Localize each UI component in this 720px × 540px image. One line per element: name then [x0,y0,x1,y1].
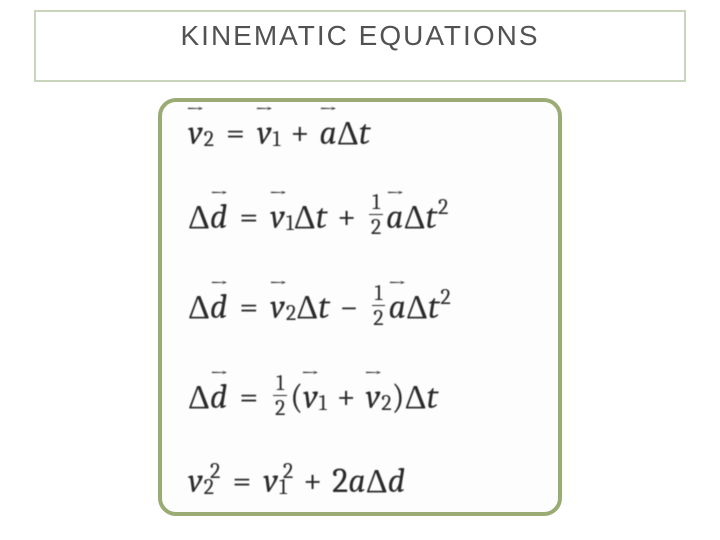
minus: − [340,290,359,324]
title-bar: KINEMATIC EQUATIONS [34,10,686,82]
equals: = [226,116,245,150]
one-half: 12 [372,282,386,329]
equation-2: Δd = v1Δt + 12aΔt2 [188,193,538,240]
one-half: 12 [369,191,383,238]
vec-a: a [386,200,404,234]
vec-v1: v [270,200,285,234]
vec-v2: v [366,380,381,414]
plus: + [337,200,356,234]
vec-v2: v [188,116,203,150]
equals: = [239,290,258,324]
equation-4: Δd = 12(v1 + v2)Δt [188,374,538,421]
equals: = [232,464,251,498]
vec-d: d [210,200,227,234]
equations-box: v2 = v1 + aΔt Δd = v1Δt + 12aΔt2 Δd = v2… [158,98,562,516]
equals: = [239,200,258,234]
plus: + [303,464,322,498]
vec-d: d [210,380,227,414]
vec-a: a [319,116,337,150]
plus: + [291,116,310,150]
equals: = [239,380,258,414]
vec-a: a [388,290,406,324]
equation-1: v2 = v1 + aΔt [188,116,538,150]
equation-5: v22 = v12 + 2aΔd [188,464,538,498]
vec-v1: v [303,380,318,414]
vec-d: d [210,290,227,324]
page-title: KINEMATIC EQUATIONS [181,20,540,52]
vec-v2: v [270,290,285,324]
vec-v1: v [257,116,272,150]
one-half: 12 [273,372,287,419]
equation-3: Δd = v2Δt − 12aΔt2 [188,284,538,331]
plus: + [337,380,356,414]
